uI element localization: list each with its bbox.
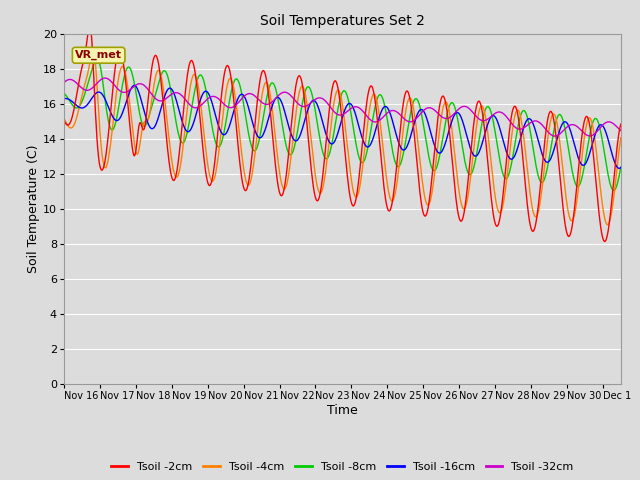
- Tsoil -8cm: [610, 188, 618, 193]
- X-axis label: Time: Time: [327, 404, 358, 417]
- Tsoil -8cm: [617, 164, 625, 170]
- Tsoil -2cm: [298, 82, 306, 87]
- Tsoil -16cm: [131, 83, 138, 88]
- Tsoil -4cm: [604, 222, 611, 228]
- Tsoil -4cm: [319, 183, 327, 189]
- Tsoil -16cm: [298, 126, 306, 132]
- Tsoil -4cm: [139, 123, 147, 129]
- Tsoil -32cm: [139, 82, 147, 87]
- Tsoil -8cm: [460, 155, 468, 161]
- Tsoil -4cm: [617, 135, 625, 141]
- Tsoil -4cm: [474, 116, 481, 121]
- Tsoil -2cm: [86, 23, 93, 29]
- Line: Tsoil -4cm: Tsoil -4cm: [64, 50, 621, 225]
- Line: Tsoil -8cm: Tsoil -8cm: [64, 59, 621, 191]
- Tsoil -8cm: [319, 151, 327, 157]
- Tsoil -2cm: [617, 121, 625, 127]
- Tsoil -32cm: [298, 104, 306, 109]
- Tsoil -16cm: [63, 96, 70, 101]
- Tsoil -8cm: [139, 122, 147, 128]
- Tsoil -32cm: [101, 75, 109, 81]
- Tsoil -32cm: [460, 103, 468, 109]
- Tsoil -4cm: [90, 48, 97, 53]
- Line: Tsoil -16cm: Tsoil -16cm: [64, 85, 621, 168]
- Tsoil -16cm: [474, 152, 481, 157]
- Tsoil -2cm: [474, 99, 481, 105]
- Line: Tsoil -32cm: Tsoil -32cm: [64, 78, 621, 136]
- Tsoil -4cm: [63, 120, 70, 126]
- Tsoil -8cm: [60, 90, 68, 96]
- Tsoil -32cm: [551, 133, 559, 139]
- Tsoil -32cm: [617, 128, 625, 133]
- Tsoil -16cm: [616, 166, 623, 171]
- Tsoil -4cm: [60, 116, 68, 121]
- Tsoil -8cm: [93, 56, 101, 62]
- Tsoil -32cm: [474, 115, 481, 120]
- Tsoil -16cm: [617, 165, 625, 170]
- Tsoil -8cm: [298, 101, 306, 107]
- Tsoil -32cm: [60, 80, 68, 85]
- Tsoil -32cm: [319, 96, 327, 102]
- Tsoil -2cm: [460, 209, 468, 215]
- Tsoil -2cm: [63, 121, 70, 127]
- Tsoil -8cm: [63, 93, 70, 98]
- Title: Soil Temperatures Set 2: Soil Temperatures Set 2: [260, 14, 425, 28]
- Tsoil -16cm: [139, 103, 147, 108]
- Line: Tsoil -2cm: Tsoil -2cm: [64, 26, 621, 241]
- Y-axis label: Soil Temperature (C): Soil Temperature (C): [27, 144, 40, 273]
- Tsoil -16cm: [60, 96, 68, 101]
- Tsoil -4cm: [460, 206, 468, 212]
- Tsoil -16cm: [319, 122, 327, 128]
- Tsoil -4cm: [298, 83, 306, 89]
- Tsoil -2cm: [601, 239, 609, 244]
- Text: VR_met: VR_met: [75, 50, 122, 60]
- Tsoil -2cm: [60, 118, 68, 123]
- Tsoil -2cm: [139, 126, 147, 132]
- Tsoil -2cm: [319, 168, 327, 173]
- Legend: Tsoil -2cm, Tsoil -4cm, Tsoil -8cm, Tsoil -16cm, Tsoil -32cm: Tsoil -2cm, Tsoil -4cm, Tsoil -8cm, Tsoi…: [107, 457, 578, 477]
- Tsoil -16cm: [460, 123, 468, 129]
- Tsoil -32cm: [63, 78, 70, 84]
- Tsoil -8cm: [474, 145, 481, 151]
